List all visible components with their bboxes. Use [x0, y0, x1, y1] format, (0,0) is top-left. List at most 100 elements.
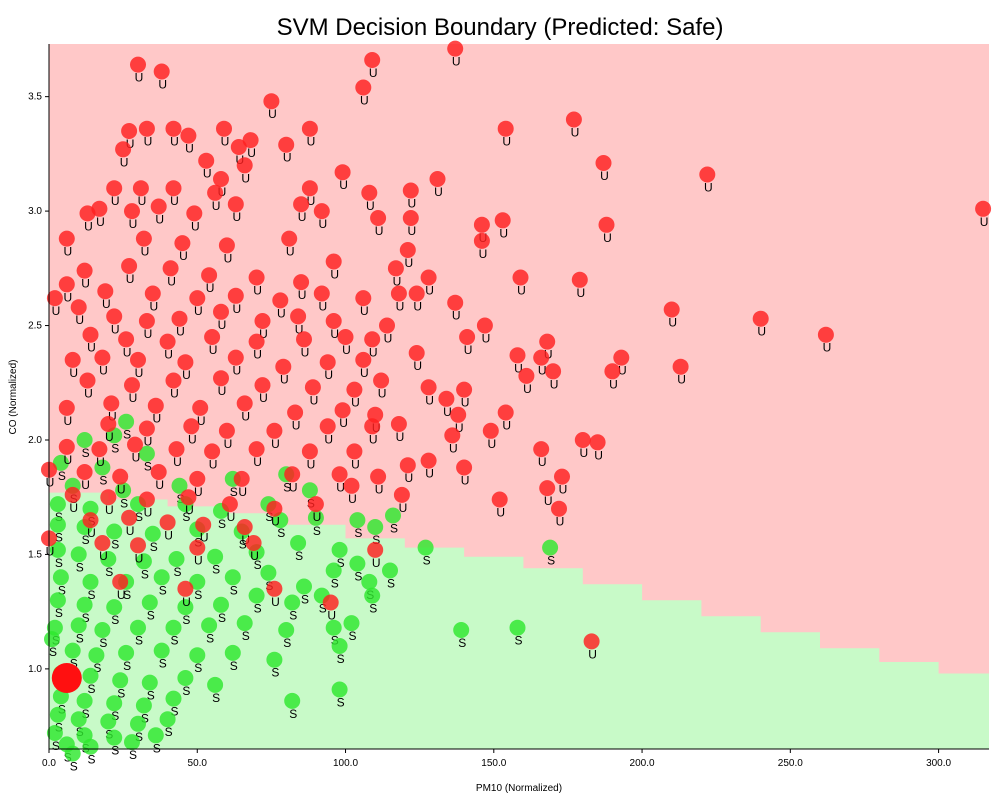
- unsafe-point-label: U: [182, 595, 191, 609]
- unsafe-point-label: U: [253, 284, 262, 298]
- unsafe-point: [227, 349, 244, 366]
- safe-point-label: S: [147, 609, 155, 623]
- unsafe-point-label: U: [155, 478, 164, 492]
- safe-point-label: S: [289, 609, 297, 623]
- unsafe-point: [313, 203, 330, 220]
- x-ticks: 0.0 50.0 100.0 150.0 200.0 250.0 300.0: [42, 749, 952, 769]
- plot-area: SS SSS SSS SS S S SS S S S SS S S SSS SS S S S S S SS SS SS S S S…: [41, 40, 992, 774]
- safe-point: [46, 725, 63, 741]
- unsafe-point-label: U: [351, 457, 360, 471]
- unsafe-point: [456, 381, 473, 398]
- unsafe-point-label: U: [209, 457, 218, 471]
- unsafe-point-label: U: [102, 297, 111, 311]
- safe-point: [118, 644, 135, 661]
- unsafe-point-label: U: [218, 318, 227, 332]
- unsafe-point-label: U: [135, 551, 144, 565]
- safe-point-label: S: [70, 760, 78, 774]
- unsafe-point: [322, 594, 339, 611]
- unsafe-point: [301, 443, 318, 460]
- unsafe-point-label: U: [176, 325, 185, 339]
- unsafe-point: [408, 345, 425, 361]
- unsafe-point-label: U: [823, 341, 832, 355]
- unsafe-point-label: U: [227, 510, 236, 524]
- unsafe-point: [370, 468, 387, 485]
- unsafe-point-label: U: [618, 364, 627, 378]
- safe-point-label: S: [144, 460, 152, 474]
- safe-point: [165, 619, 182, 636]
- safe-point: [82, 738, 99, 755]
- unsafe-point-label: U: [366, 199, 375, 213]
- unsafe-point-label: U: [704, 181, 713, 195]
- unsafe-point: [177, 354, 194, 371]
- unsafe-point: [213, 171, 229, 187]
- unsafe-point: [189, 290, 206, 307]
- safe-point-label: S: [87, 753, 95, 767]
- unsafe-point-label: U: [105, 430, 114, 444]
- safe-point: [385, 507, 401, 524]
- unsafe-point: [106, 308, 123, 325]
- unsafe-point-label: U: [594, 448, 603, 462]
- unsafe-point: [456, 459, 473, 476]
- unsafe-point: [429, 171, 446, 187]
- unsafe-point: [497, 120, 514, 137]
- unsafe-point-label: U: [117, 588, 126, 602]
- unsafe-point: [337, 329, 354, 345]
- safe-point: [100, 713, 117, 730]
- safe-point-label: S: [58, 583, 66, 597]
- safe-point: [509, 619, 526, 636]
- unsafe-point: [307, 496, 324, 513]
- unsafe-point: [571, 271, 588, 288]
- safe-point-label: S: [99, 474, 107, 488]
- unsafe-point-label: U: [538, 364, 547, 378]
- unsafe-point-label: U: [144, 327, 153, 341]
- unsafe-point-label: U: [413, 359, 422, 373]
- unsafe-point: [112, 573, 129, 590]
- unsafe-point-label: U: [126, 272, 135, 286]
- unsafe-point-label: U: [482, 332, 491, 346]
- unsafe-point-label: U: [132, 451, 141, 465]
- x-tick-label: 100.0: [333, 758, 358, 769]
- unsafe-point-label: U: [185, 503, 194, 517]
- safe-point-label: S: [390, 522, 398, 536]
- unsafe-point-label: U: [218, 384, 227, 398]
- safe-point-label: S: [212, 563, 220, 577]
- safe-point-label: S: [135, 634, 143, 648]
- unsafe-point-label: U: [170, 135, 179, 149]
- unsafe-point-label: U: [108, 409, 117, 423]
- unsafe-point-label: U: [253, 348, 262, 362]
- unsafe-point: [473, 232, 490, 249]
- safe-point: [138, 445, 155, 462]
- unsafe-point-label: U: [87, 526, 96, 540]
- safe-point: [284, 594, 301, 611]
- unsafe-point: [364, 331, 381, 348]
- safe-point-label: S: [372, 533, 380, 547]
- unsafe-point-label: U: [194, 485, 203, 499]
- unsafe-point-label: U: [399, 501, 408, 515]
- unsafe-point: [290, 308, 307, 325]
- unsafe-point: [180, 127, 197, 144]
- unsafe-point: [272, 292, 289, 309]
- unsafe-point-label: U: [111, 322, 120, 336]
- safe-point: [100, 551, 117, 567]
- safe-point-label: S: [182, 510, 190, 524]
- safe-point-label: S: [111, 613, 119, 627]
- unsafe-point: [533, 349, 550, 366]
- safe-point-label: S: [254, 602, 262, 616]
- safe-point: [153, 642, 170, 659]
- unsafe-point-label: U: [129, 391, 138, 405]
- unsafe-point: [192, 399, 209, 416]
- safe-point-label: S: [58, 469, 66, 483]
- unsafe-point-label: U: [360, 304, 369, 318]
- unsafe-point-label: U: [191, 219, 200, 233]
- unsafe-point: [399, 457, 416, 474]
- unsafe-point: [138, 420, 155, 437]
- safe-point: [52, 454, 69, 471]
- unsafe-point: [370, 210, 387, 226]
- unsafe-point-label: U: [241, 533, 250, 547]
- unsafe-point-label: U: [141, 245, 150, 259]
- unsafe-point: [153, 63, 170, 80]
- unsafe-point: [124, 377, 140, 394]
- unsafe-point: [595, 155, 612, 171]
- safe-point-label: S: [230, 485, 238, 499]
- chart-title: SVM Decision Boundary (Predicted: Safe): [277, 14, 724, 41]
